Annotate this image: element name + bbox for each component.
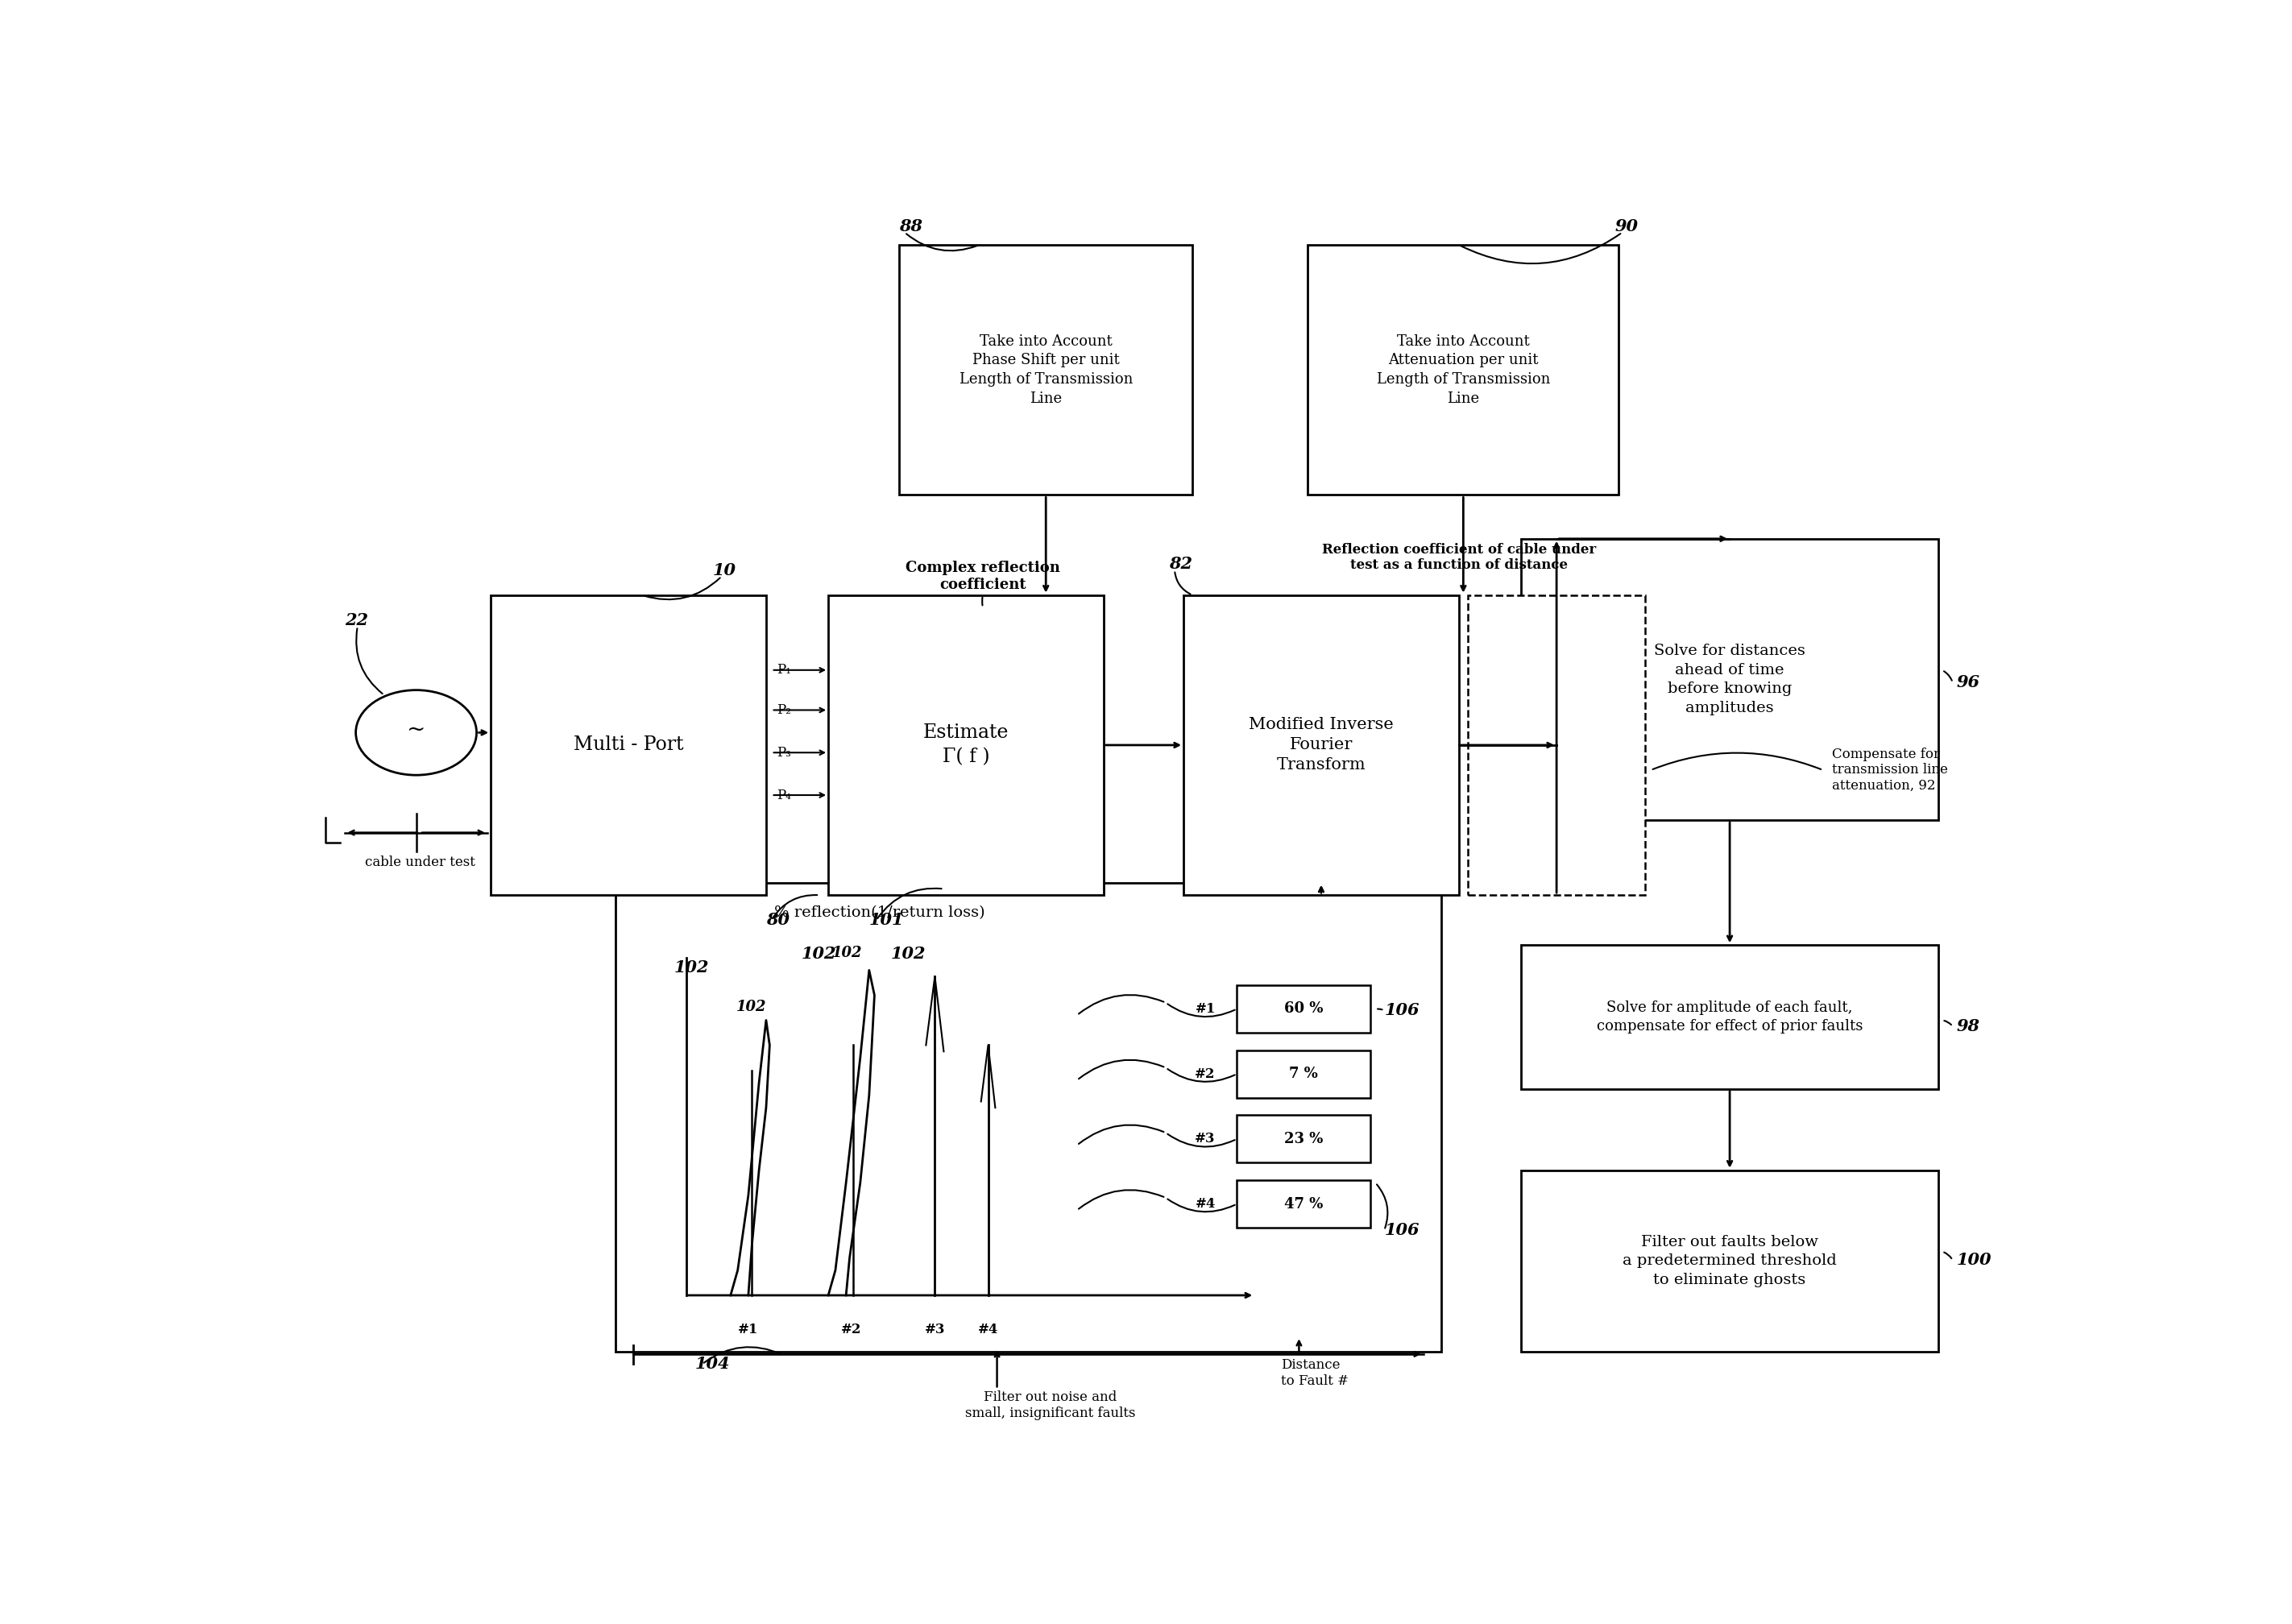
Text: 102: 102 bbox=[674, 960, 708, 976]
Text: 60 %: 60 % bbox=[1284, 1002, 1322, 1017]
Text: Distance
to Fault #: Distance to Fault # bbox=[1281, 1358, 1350, 1387]
Text: Solve for amplitude of each fault,
compensate for effect of prior faults: Solve for amplitude of each fault, compe… bbox=[1598, 1000, 1863, 1034]
FancyBboxPatch shape bbox=[898, 245, 1192, 495]
Text: 88: 88 bbox=[898, 218, 924, 234]
Text: 102: 102 bbox=[802, 945, 837, 961]
Text: #3: #3 bbox=[924, 1324, 944, 1337]
Text: #4: #4 bbox=[979, 1324, 999, 1337]
Text: Compensate for
transmission line
attenuation, 92: Compensate for transmission line attenua… bbox=[1831, 747, 1948, 793]
Text: 10: 10 bbox=[713, 562, 736, 578]
Text: 90: 90 bbox=[1616, 218, 1639, 234]
Text: Solve for distances
ahead of time
before knowing
amplitudes: Solve for distances ahead of time before… bbox=[1655, 643, 1806, 715]
Text: 102: 102 bbox=[889, 945, 926, 961]
Text: Complex reflection
coefficient: Complex reflection coefficient bbox=[905, 560, 1061, 591]
Text: P₄: P₄ bbox=[777, 788, 791, 802]
FancyBboxPatch shape bbox=[827, 594, 1105, 895]
Text: #3: #3 bbox=[1194, 1132, 1215, 1147]
Text: 104: 104 bbox=[694, 1356, 731, 1372]
FancyBboxPatch shape bbox=[1309, 245, 1618, 495]
FancyBboxPatch shape bbox=[1467, 594, 1646, 895]
FancyBboxPatch shape bbox=[1238, 1116, 1371, 1163]
Text: 106: 106 bbox=[1384, 1002, 1419, 1018]
Text: 82: 82 bbox=[1169, 555, 1192, 572]
FancyBboxPatch shape bbox=[1183, 594, 1460, 895]
Text: P₁: P₁ bbox=[777, 663, 791, 677]
Text: #2: #2 bbox=[841, 1324, 862, 1337]
Text: Multi - Port: Multi - Port bbox=[573, 736, 683, 755]
Text: P₂: P₂ bbox=[777, 703, 791, 716]
FancyBboxPatch shape bbox=[1522, 1171, 1939, 1351]
Text: 80: 80 bbox=[766, 913, 788, 929]
FancyBboxPatch shape bbox=[614, 883, 1442, 1351]
Text: 101: 101 bbox=[869, 913, 903, 929]
Text: 106: 106 bbox=[1384, 1223, 1419, 1239]
Text: 7 %: 7 % bbox=[1288, 1067, 1318, 1082]
Text: Filter out faults below
a predetermined threshold
to eliminate ghosts: Filter out faults below a predetermined … bbox=[1623, 1234, 1836, 1288]
Text: #1: #1 bbox=[738, 1324, 759, 1337]
Text: 23 %: 23 % bbox=[1284, 1132, 1322, 1147]
FancyBboxPatch shape bbox=[490, 594, 766, 895]
Text: Take into Account
Phase Shift per unit
Length of Transmission
Line: Take into Account Phase Shift per unit L… bbox=[958, 335, 1132, 406]
Text: Reflection coefficient of cable under
test as a function of distance: Reflection coefficient of cable under te… bbox=[1322, 542, 1595, 572]
Text: 47 %: 47 % bbox=[1284, 1197, 1322, 1212]
Text: 96: 96 bbox=[1957, 674, 1980, 690]
Text: 98: 98 bbox=[1957, 1018, 1980, 1034]
Text: Take into Account
Attenuation per unit
Length of Transmission
Line: Take into Account Attenuation per unit L… bbox=[1377, 335, 1549, 406]
Text: cable under test: cable under test bbox=[364, 856, 474, 869]
Text: 22: 22 bbox=[346, 612, 369, 628]
Text: 102: 102 bbox=[832, 945, 862, 960]
Text: P₃: P₃ bbox=[777, 745, 791, 760]
Text: Modified Inverse
Fourier
Transform: Modified Inverse Fourier Transform bbox=[1249, 718, 1394, 773]
FancyBboxPatch shape bbox=[1522, 539, 1939, 820]
Text: 100: 100 bbox=[1957, 1252, 1992, 1268]
Text: #2: #2 bbox=[1194, 1067, 1215, 1082]
FancyBboxPatch shape bbox=[1238, 1051, 1371, 1098]
FancyBboxPatch shape bbox=[1238, 986, 1371, 1033]
Text: % reflection(1/return loss): % reflection(1/return loss) bbox=[775, 905, 986, 919]
Text: #4: #4 bbox=[1194, 1197, 1215, 1212]
Text: ~: ~ bbox=[406, 719, 426, 741]
FancyBboxPatch shape bbox=[1522, 945, 1939, 1090]
FancyBboxPatch shape bbox=[1238, 1181, 1371, 1228]
Text: #1: #1 bbox=[1194, 1002, 1215, 1015]
Text: Estimate
Γ( f ): Estimate Γ( f ) bbox=[924, 724, 1008, 767]
Text: Filter out noise and
small, insignificant faults: Filter out noise and small, insignifican… bbox=[965, 1390, 1135, 1419]
Text: 102: 102 bbox=[736, 999, 766, 1013]
